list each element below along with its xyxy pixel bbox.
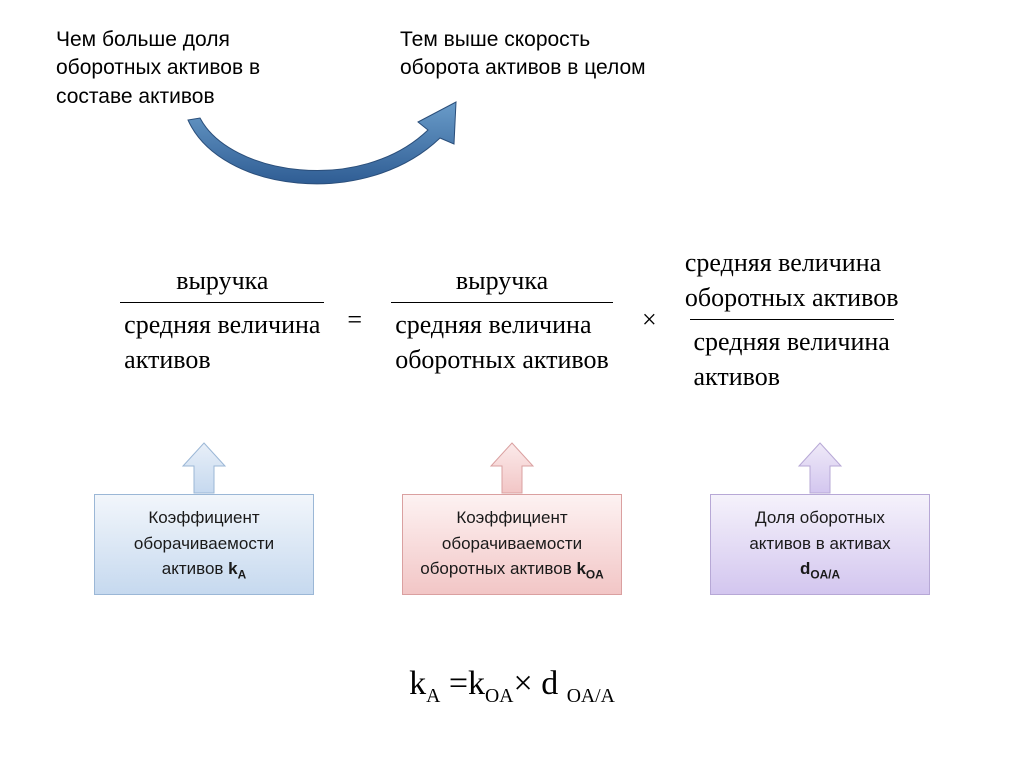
fraction-2: выручка средняя величина оборотных актив… (372, 263, 632, 377)
formula-row: выручка средняя величина активов = выруч… (0, 245, 1024, 394)
box-group-red: Коэффициент оборачиваемости оборотных ак… (402, 440, 622, 595)
box-group-blue: Коэффициент оборачиваемости активов kA (94, 440, 314, 595)
up-arrow-icon (484, 440, 540, 496)
up-arrow-icon (176, 440, 232, 496)
box-red: Коэффициент оборачиваемости оборотных ак… (402, 494, 622, 595)
box-blue: Коэффициент оборачиваемости активов kA (94, 494, 314, 595)
frac1-denominator: средняя величина активов (120, 302, 324, 377)
fraction-1: выручка средняя величина активов (107, 263, 337, 377)
frac3-denominator: средняя величина активов (690, 319, 894, 394)
boxes-row: Коэффициент оборачиваемости активов kA К… (0, 440, 1024, 595)
frac3-numerator: средняя величина оборотных активов (681, 245, 903, 319)
multiply-sign: × (632, 305, 667, 335)
box-purple: Доля оборотных активов в активах dOA/A (710, 494, 930, 595)
top-left-text: Чем больше доля оборотных активов в сост… (56, 26, 306, 111)
frac2-denominator: средняя величина оборотных активов (391, 302, 613, 377)
final-formula: kA =kOA× d OA/A (0, 665, 1024, 708)
frac1-numerator: выручка (172, 263, 272, 302)
curved-arrow (180, 100, 480, 200)
equals-sign: = (337, 305, 372, 335)
frac2-numerator: выручка (452, 263, 552, 302)
fraction-3: средняя величина оборотных активов средн… (667, 245, 917, 394)
top-right-text: Тем выше скорость оборота активов в цело… (400, 26, 650, 83)
box-group-purple: Доля оборотных активов в активах dOA/A (710, 440, 930, 595)
up-arrow-icon (792, 440, 848, 496)
curved-arrow-path (188, 102, 456, 184)
